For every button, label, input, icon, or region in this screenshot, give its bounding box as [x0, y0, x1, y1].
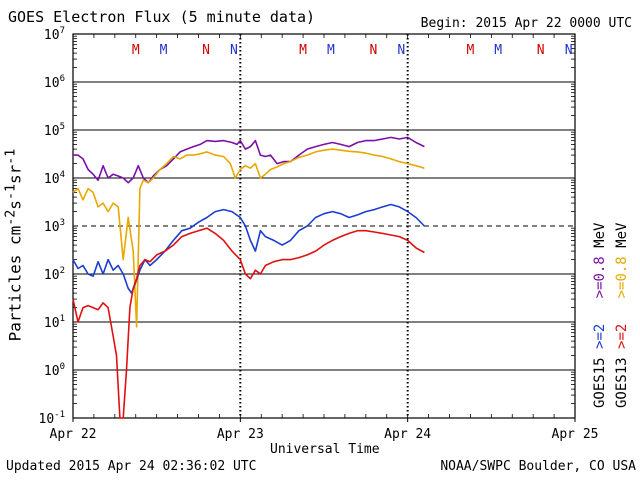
- local-time-marker: N: [202, 43, 210, 58]
- y-tick-label: 103: [44, 218, 65, 235]
- y-tick-label: 105: [44, 122, 65, 139]
- chart-title: GOES Electron Flux (5 minute data): [8, 8, 316, 26]
- local-time-marker: N: [537, 43, 545, 58]
- local-time-marker: M: [467, 43, 475, 58]
- y-tick-label: 102: [44, 266, 65, 283]
- y-tick-label: 106: [44, 74, 65, 91]
- local-time-marker: M: [299, 43, 307, 58]
- y-tick-label: 101: [44, 314, 65, 331]
- updated-timestamp: Updated 2015 Apr 24 02:36:02 UTC: [6, 459, 257, 474]
- plot-frame: [72, 33, 576, 419]
- series-line: [72, 227, 425, 419]
- x-tick-label: Apr 22: [50, 427, 97, 442]
- local-time-marker: N: [397, 43, 405, 58]
- y-tick-label: 10-1: [39, 410, 66, 427]
- begin-time-label: Begin: 2015 Apr 22 0000 UTC: [420, 16, 632, 31]
- series-line: [72, 148, 425, 328]
- local-time-marker: M: [327, 43, 335, 58]
- local-time-marker: N: [369, 43, 377, 58]
- credit-label: NOAA/SWPC Boulder, CO USA: [440, 459, 636, 474]
- x-tick-label: Apr 25: [552, 427, 599, 442]
- local-time-marker: M: [160, 43, 168, 58]
- series-line: [73, 136, 425, 184]
- y-tick-label: 100: [44, 362, 65, 379]
- local-time-marker: N: [230, 43, 238, 58]
- y-tick-label: 107: [44, 26, 65, 43]
- y-axis-label: Particles cm-2s-1sr-1: [3, 148, 25, 342]
- local-time-marker: N: [565, 43, 573, 58]
- x-tick-label: Apr 23: [217, 427, 264, 442]
- x-axis-label: Universal Time: [270, 442, 380, 457]
- local-time-marker: M: [494, 43, 502, 58]
- legend-label: GOES13 >=2 >=0.8 MeV: [614, 222, 630, 408]
- x-tick-label: Apr 24: [384, 427, 431, 442]
- series-line: [72, 203, 425, 294]
- local-time-marker: M: [132, 43, 140, 58]
- y-tick-label: 104: [44, 170, 65, 187]
- legend-label: GOES15 >=2 >=0.8 MeV: [592, 222, 608, 408]
